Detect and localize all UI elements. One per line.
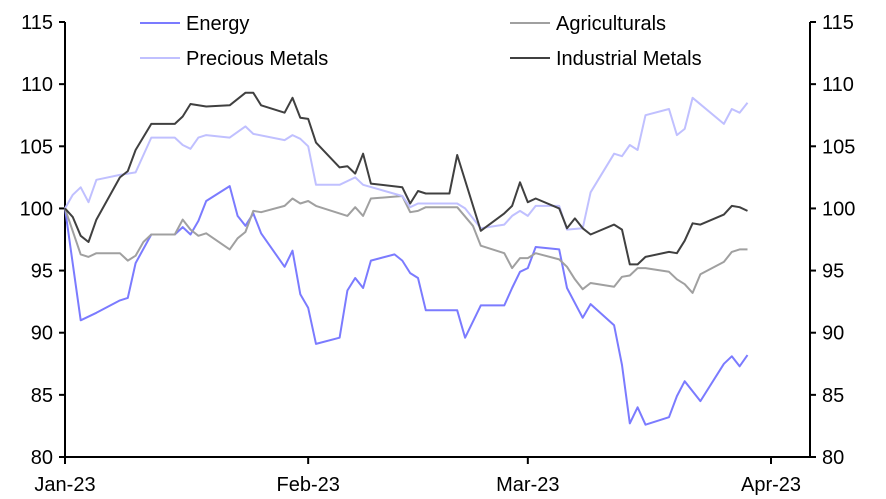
series-line-industrial-metals xyxy=(64,91,748,266)
x-tick-label: Apr-23 xyxy=(741,474,801,496)
series-line-agriculturals xyxy=(64,195,748,294)
series-line-precious-metals xyxy=(64,96,749,231)
right-y-tick-label: 105 xyxy=(822,136,855,158)
left-y-tick-label: 100 xyxy=(20,198,53,220)
left-y-tick-label: 90 xyxy=(31,323,53,345)
legend-label: Precious Metals xyxy=(186,48,328,70)
x-tick-label: Mar-23 xyxy=(496,474,559,496)
series-line-energy xyxy=(64,185,749,426)
legend-label: Industrial Metals xyxy=(556,48,702,70)
left-y-tick-label: 110 xyxy=(21,74,53,96)
legend-label: Agriculturals xyxy=(556,13,666,35)
left-y-tick-label: 105 xyxy=(20,136,53,158)
legend-label: Energy xyxy=(186,13,249,35)
left-y-tick-label: 115 xyxy=(21,12,53,34)
left-y-tick-label: 85 xyxy=(31,385,53,407)
right-y-tick-label: 85 xyxy=(822,385,844,407)
left-y-tick-label: 95 xyxy=(31,261,53,283)
right-y-tick-label: 100 xyxy=(822,198,855,220)
right-y-tick-label: 80 xyxy=(822,447,844,469)
x-tick-label: Jan-23 xyxy=(34,474,95,496)
right-y-tick-label: 110 xyxy=(822,74,854,96)
x-tick-label: Feb-23 xyxy=(276,474,339,496)
left-y-tick-label: 80 xyxy=(31,447,53,469)
right-y-tick-label: 90 xyxy=(822,323,844,345)
right-y-tick-label: 95 xyxy=(822,261,844,283)
right-y-tick-label: 115 xyxy=(822,12,854,34)
